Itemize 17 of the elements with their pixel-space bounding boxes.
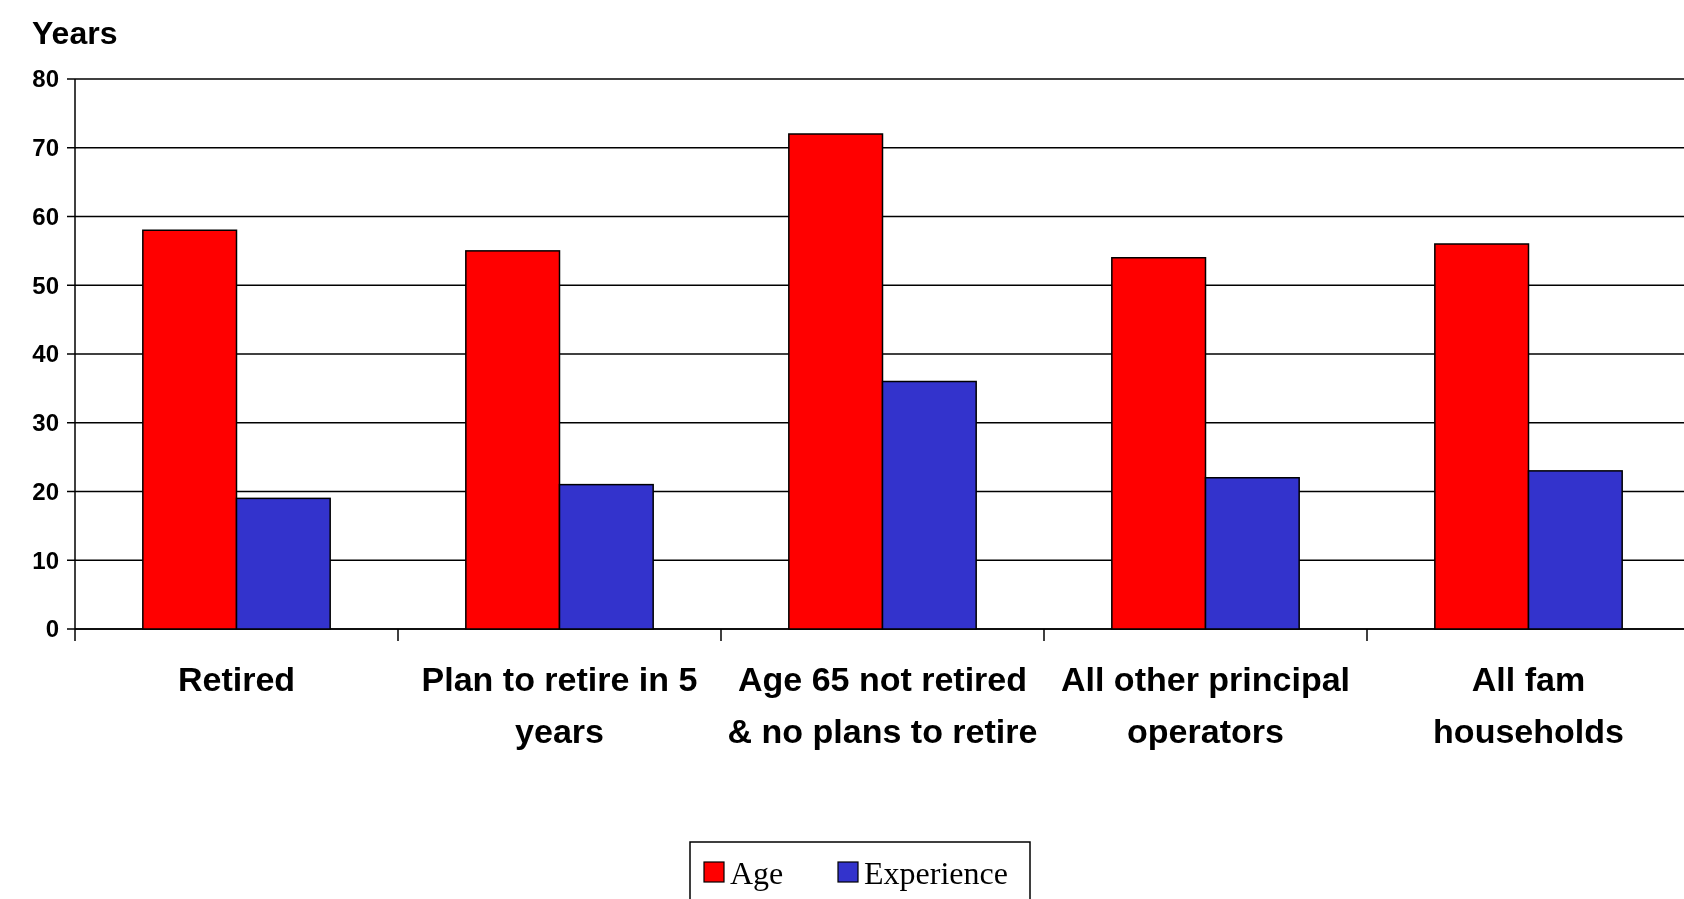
y-tick-label: 0 bbox=[45, 615, 59, 643]
x-tick-label: All fam households bbox=[1433, 660, 1624, 750]
x-tick-label: All other principal operators bbox=[1060, 660, 1351, 750]
legend-label: Age bbox=[730, 855, 784, 891]
x-tick-label: Age 65 not retired & no plans to retire bbox=[727, 660, 1038, 750]
y-tick-label: 20 bbox=[32, 477, 59, 505]
y-tick-label: 50 bbox=[32, 271, 59, 299]
y-tick-label: 60 bbox=[32, 202, 59, 230]
y-tick-label: 70 bbox=[32, 134, 59, 162]
x-tick-label: Retired bbox=[177, 660, 296, 698]
y-axis-title: Years bbox=[32, 15, 118, 51]
y-tick-label: 10 bbox=[32, 546, 59, 574]
y-tick-label: 40 bbox=[32, 340, 59, 368]
x-tick-label: Plan to retire in 5 years bbox=[421, 660, 698, 750]
legend-label: Experience bbox=[864, 855, 1008, 891]
y-tick-label: 80 bbox=[32, 65, 59, 93]
y-tick-label: 30 bbox=[32, 409, 59, 437]
